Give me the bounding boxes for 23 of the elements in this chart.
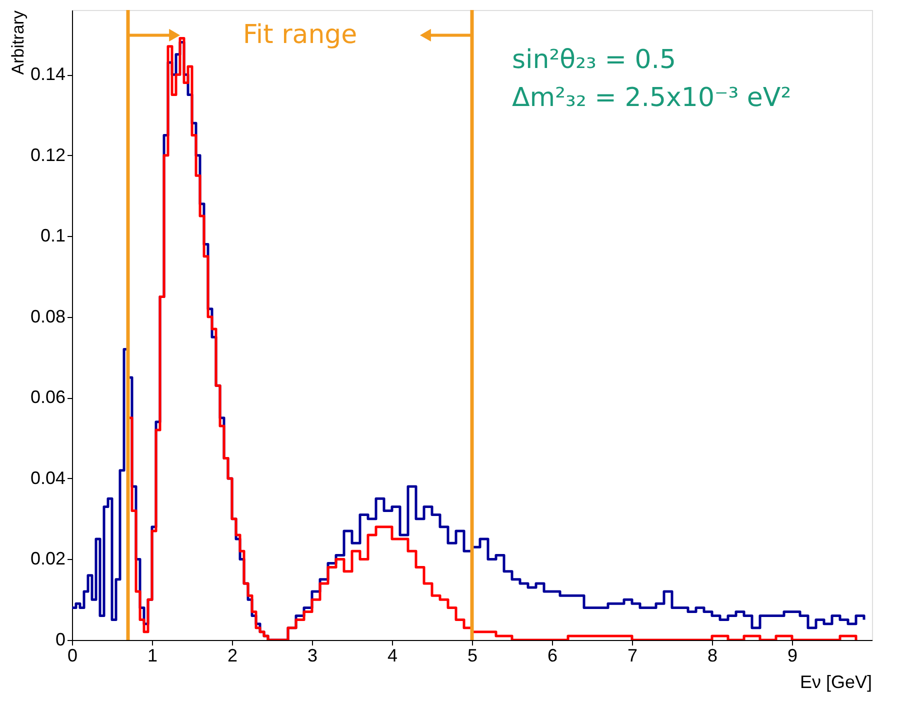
y-tick-label: 0.08 bbox=[30, 306, 66, 326]
y-tick-label: 0.1 bbox=[40, 226, 66, 246]
y-axis-title: Arbitrary bbox=[8, 10, 28, 75]
annotation: Δm²₃₂ = 2.5x10⁻³ eV² bbox=[512, 83, 792, 113]
x-tick-label: 3 bbox=[307, 646, 318, 666]
x-tick-label: 2 bbox=[227, 646, 238, 666]
x-tick-label: 7 bbox=[627, 646, 638, 666]
x-tick-label: 4 bbox=[387, 646, 398, 666]
x-tick-label: 1 bbox=[147, 646, 158, 666]
x-tick-label: 8 bbox=[707, 646, 718, 666]
x-tick-label: 0 bbox=[67, 646, 78, 666]
y-tick-label: 0.04 bbox=[30, 468, 66, 488]
y-tick-label: 0.02 bbox=[30, 548, 66, 569]
y-tick-label: 0.12 bbox=[30, 144, 66, 165]
annotation: Fit range bbox=[242, 20, 358, 50]
x-tick-label: 6 bbox=[547, 646, 558, 666]
annotation: sin²θ₂₃ = 0.5 bbox=[512, 45, 676, 75]
y-tick-label: 0 bbox=[55, 630, 66, 650]
x-tick-label: 5 bbox=[467, 646, 478, 666]
x-axis-title: Eν [GeV] bbox=[800, 672, 872, 692]
y-tick-label: 0.06 bbox=[30, 387, 66, 408]
x-tick-label: 9 bbox=[787, 646, 798, 666]
y-tick-label: 0.14 bbox=[30, 64, 66, 84]
